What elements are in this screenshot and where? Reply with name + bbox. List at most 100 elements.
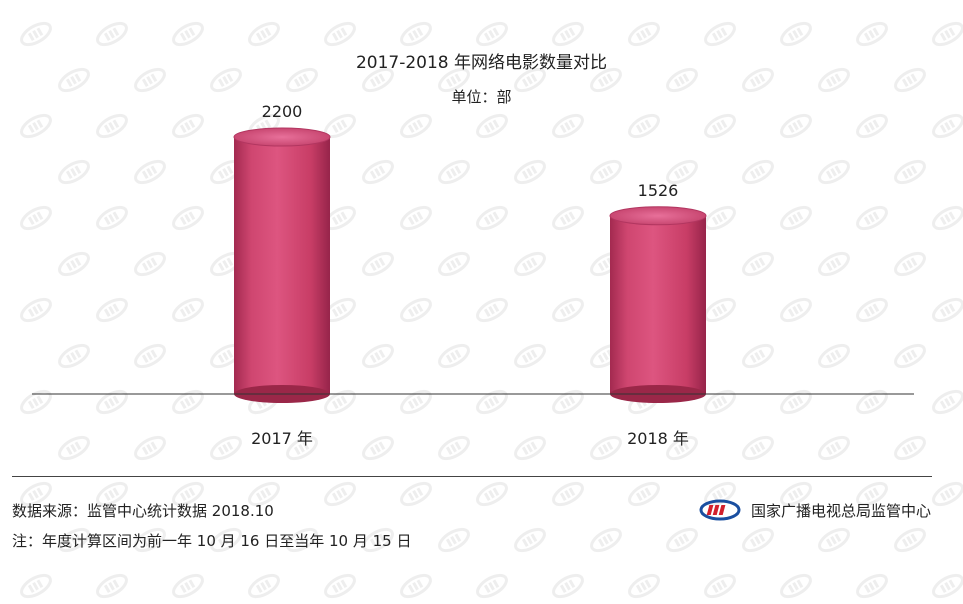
watermark-logo [704, 21, 736, 47]
data-label-1: 2200 [262, 102, 303, 121]
watermark-logo [248, 481, 280, 507]
watermark-logo [476, 205, 508, 231]
watermark-logo [742, 527, 774, 553]
category-label-2: 2018 年 [627, 429, 689, 448]
watermark-logo [780, 389, 812, 415]
bars-group [233, 127, 707, 403]
watermark-logo [286, 527, 318, 553]
watermark-logo [20, 573, 52, 599]
labels-group: 2200 2017 年 1526 2018 年 [251, 102, 689, 448]
watermark-logo [932, 113, 963, 139]
watermark-logo [514, 343, 546, 369]
watermark-logo [856, 573, 888, 599]
watermark-logo [590, 67, 622, 93]
watermark-logo [704, 297, 736, 323]
watermark-logo [780, 205, 812, 231]
watermark-logo [438, 67, 470, 93]
watermark-logo [894, 67, 926, 93]
watermark-logo [172, 573, 204, 599]
data-source: 数据来源：监管中心统计数据 2018.10 [12, 502, 274, 520]
category-label-1: 2017 年 [251, 429, 313, 448]
watermark-logo [666, 527, 698, 553]
watermark-logo [476, 113, 508, 139]
watermark-logo [818, 527, 850, 553]
watermark-logo [248, 573, 280, 599]
org-logo-icon [699, 499, 741, 521]
watermark-logo [894, 159, 926, 185]
watermark-logo [400, 573, 432, 599]
watermark-logo [780, 113, 812, 139]
watermark-logo [628, 481, 660, 507]
watermark-logo [514, 435, 546, 461]
watermark-logo [742, 435, 774, 461]
watermark-logo [248, 21, 280, 47]
watermark-logo [134, 343, 166, 369]
watermark-logo [894, 527, 926, 553]
watermark-logo [400, 481, 432, 507]
watermark-logo [324, 573, 356, 599]
watermark-logo [552, 297, 584, 323]
watermark-logo [590, 159, 622, 185]
watermark-logo [932, 481, 963, 507]
watermark-logo [894, 251, 926, 277]
watermark-logo [134, 435, 166, 461]
watermark-logo [476, 21, 508, 47]
watermark-logo [20, 297, 52, 323]
bar-2 [610, 215, 706, 394]
bar-2-top [609, 206, 707, 226]
watermark-logo [932, 573, 963, 599]
watermark-logo [96, 205, 128, 231]
watermark-logo [514, 67, 546, 93]
watermark-logo [400, 205, 432, 231]
watermark-logo [780, 21, 812, 47]
watermark-logo [134, 67, 166, 93]
watermark-logo [742, 343, 774, 369]
watermark-logo [894, 343, 926, 369]
watermark-logo [400, 21, 432, 47]
watermark-logo [286, 435, 318, 461]
watermark-logo [628, 573, 660, 599]
watermark-logo [96, 297, 128, 323]
watermark-logo [856, 297, 888, 323]
watermark-logo [476, 481, 508, 507]
chart-unit: 单位：部 [451, 88, 512, 106]
watermark-logo [172, 21, 204, 47]
watermark-logo [58, 251, 90, 277]
watermark-logo [856, 113, 888, 139]
watermark-logo [932, 389, 963, 415]
watermark-logo [932, 297, 963, 323]
watermark-logo [514, 251, 546, 277]
watermark-logo [818, 343, 850, 369]
watermark-logo [58, 527, 90, 553]
watermark-logo [590, 435, 622, 461]
watermark-logo [172, 205, 204, 231]
watermark-logo [628, 21, 660, 47]
watermark-logo [134, 251, 166, 277]
watermark-logo [818, 67, 850, 93]
watermark-logo [856, 205, 888, 231]
watermark-logo [400, 297, 432, 323]
watermark-logo [552, 113, 584, 139]
watermark-logo [780, 297, 812, 323]
watermark-logo [438, 343, 470, 369]
watermark-logo [856, 21, 888, 47]
watermark-logo [172, 297, 204, 323]
watermark-logo [96, 573, 128, 599]
watermark-logo [742, 159, 774, 185]
watermark-logo [552, 573, 584, 599]
watermark-logo [932, 205, 963, 231]
watermark-logo [134, 159, 166, 185]
watermark-logo [58, 435, 90, 461]
watermark-logo [286, 67, 318, 93]
watermark-logo [20, 21, 52, 47]
watermark-logo [324, 481, 356, 507]
watermark-logo [932, 21, 963, 47]
watermark-logo [210, 527, 242, 553]
watermark-logo [58, 67, 90, 93]
watermark-logo [172, 481, 204, 507]
watermark-logo [58, 343, 90, 369]
watermark-logo [666, 435, 698, 461]
watermark-logo [514, 159, 546, 185]
organization: 国家广播电视总局监管中心 [699, 499, 931, 521]
watermark-logo [818, 159, 850, 185]
